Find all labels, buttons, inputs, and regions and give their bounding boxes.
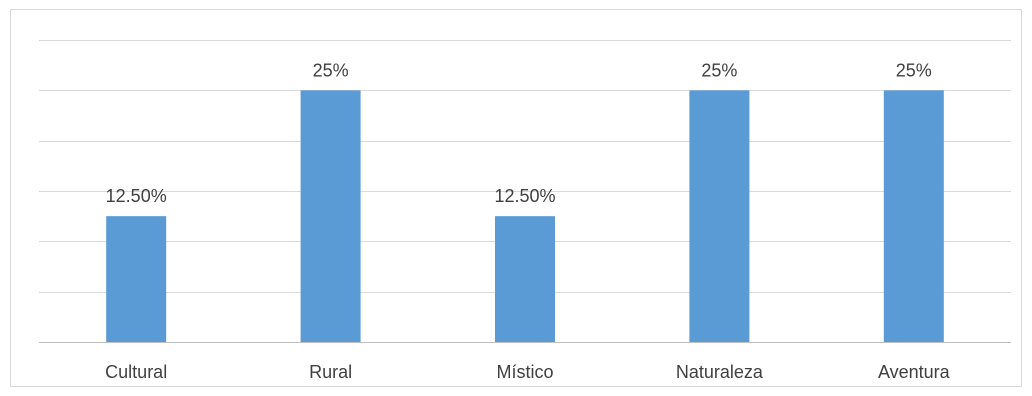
data-label: 25% [313, 60, 349, 80]
category-label: Cultural [105, 362, 167, 382]
bars [106, 90, 944, 342]
category-label: Místico [496, 362, 553, 382]
data-label: 25% [896, 60, 932, 80]
chart-frame: 12.50% 25% 12.50% 25% 25% Cultural Rural Místi… [10, 9, 1022, 387]
category-labels: Cultural Rural Místico Naturaleza Aventura [105, 362, 950, 382]
category-label: Aventura [878, 362, 951, 382]
data-label: 12.50% [106, 186, 167, 206]
bar-chart: 12.50% 25% 12.50% 25% 25% Cultural Rural Místi… [39, 40, 1011, 382]
bar-naturaleza [689, 90, 750, 342]
data-label: 12.50% [494, 186, 555, 206]
bar-aventura [883, 90, 944, 342]
bar-rural [300, 90, 361, 342]
gridlines [39, 40, 1011, 293]
data-label: 25% [701, 60, 737, 80]
category-label: Rural [309, 362, 352, 382]
bar-místico [495, 216, 555, 342]
data-labels: 12.50% 25% 12.50% 25% 25% [106, 60, 932, 206]
category-label: Naturaleza [676, 362, 764, 382]
bar-cultural [106, 216, 167, 342]
